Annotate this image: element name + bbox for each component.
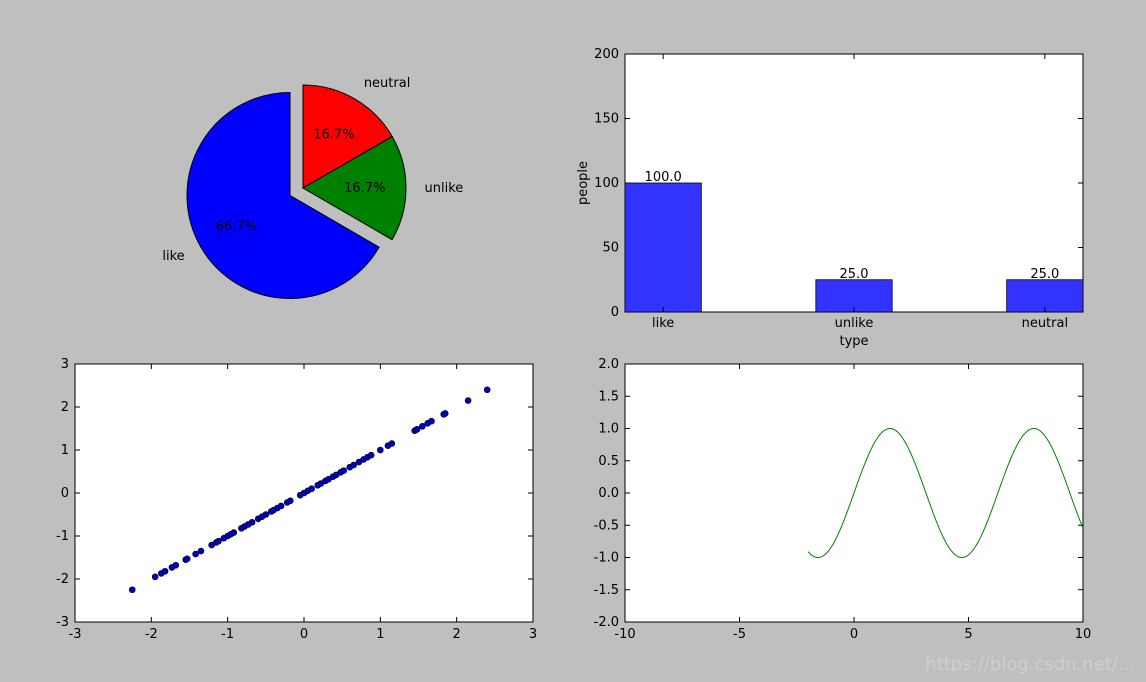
scatter-point (483, 386, 491, 394)
x-tick-label: unlike (835, 316, 874, 331)
y-tick-label: 0 (611, 305, 619, 320)
pie-slice-unlike (302, 135, 407, 241)
y-tick-label: 150 (594, 112, 619, 127)
y-tick-label: 3 (61, 357, 69, 372)
pie-slice-label: neutral (364, 76, 411, 91)
scatter-point (388, 440, 396, 447)
y-tick-label: 2.0 (598, 357, 619, 372)
scatter-point (377, 446, 384, 454)
line-series-sin (807, 427, 1084, 559)
x-tick-label: -10 (614, 627, 635, 642)
y-axis-label: people (576, 161, 591, 205)
x-tick-label: neutral (1022, 316, 1069, 331)
scatter-point (441, 410, 449, 417)
x-tick-label: 0 (850, 627, 858, 642)
scatter-point (172, 561, 180, 569)
pie-pct-label: 16.7% (313, 127, 354, 142)
x-tick-label: 10 (1075, 627, 1092, 642)
bar-unlike (815, 279, 893, 313)
scatter-point (464, 397, 472, 404)
y-tick-label: -2.0 (594, 615, 619, 630)
pie-pct-label: 16.7% (344, 181, 385, 196)
y-tick-label: -1 (56, 529, 69, 544)
scatter-point (277, 502, 285, 510)
bar-value-label: 25.0 (1030, 267, 1059, 282)
y-tick-label: 1.0 (598, 422, 619, 437)
y-tick-label: -0.5 (594, 518, 619, 533)
y-tick-label: -1.5 (594, 583, 619, 598)
bar-chart: 0 50 100 150 200 100.0 like 25.0 unlike 25.0 neutr… (576, 47, 1084, 349)
pie-slice-neutral (302, 84, 393, 189)
scatter-point (151, 573, 159, 581)
y-tick-label: 1 (61, 443, 69, 458)
x-tick-label: -1 (221, 627, 234, 642)
scatter-point (248, 518, 256, 526)
scatter-point (419, 423, 426, 430)
scatter-point (197, 547, 205, 555)
x-tick-label: 2 (453, 627, 461, 642)
x-tick-label: 5 (964, 627, 972, 642)
scatter-point (215, 537, 222, 545)
x-tick-label: 3 (529, 627, 537, 642)
y-tick-label: 0 (61, 486, 69, 501)
scatter-point (350, 461, 357, 469)
bar-value-label: 100.0 (645, 170, 682, 185)
x-tick-label: -5 (733, 627, 746, 642)
y-tick-label: 0.0 (598, 486, 619, 501)
y-tick-label: -1.0 (594, 551, 619, 566)
scatter-point (340, 467, 347, 474)
scatter-point (428, 417, 435, 425)
pie-slice-like (186, 91, 380, 299)
scatter-point (262, 511, 270, 518)
watermark: https://blog.csdn.net/... (925, 654, 1135, 675)
bar-like (624, 182, 702, 313)
scatter-point (161, 567, 169, 575)
scatter-point (183, 555, 191, 563)
x-axis-label: type (839, 334, 868, 349)
scatter-point (286, 497, 294, 505)
x-tick-label: 0 (300, 627, 308, 642)
scatter-point (308, 485, 315, 493)
scatter-point (230, 529, 238, 536)
y-tick-label: 2 (61, 400, 69, 415)
pie-slice-label: like (162, 249, 184, 264)
x-tick-label: -3 (69, 627, 82, 642)
y-tick-label: 100 (594, 176, 619, 191)
y-tick-label: -2 (56, 572, 69, 587)
y-tick-label: 1.5 (598, 389, 619, 404)
scatter-point (192, 550, 199, 558)
scatter-point (367, 451, 375, 459)
scatter-chart: -3 -2 -1 0 1 2 3 -3 -2 -1 0 1 2 3 (56, 357, 537, 642)
y-tick-label: -3 (56, 615, 69, 630)
scatter-point (413, 426, 421, 433)
y-tick-label: 200 (594, 47, 619, 62)
x-tick-label: 1 (376, 627, 384, 642)
bar-value-label: 25.0 (840, 267, 869, 282)
pie-slice-label: unlike (425, 181, 464, 196)
x-tick-label: -2 (145, 627, 158, 642)
pie-chart: 16.7% neutral 16.7% unlike 66.7% like (162, 76, 463, 299)
x-tick-label: like (652, 316, 674, 331)
line-chart: -2.0 -1.5 -1.0 -0.5 0.0 0.5 1.0 1.5 2.0 -10 -5 0 5 10 (594, 357, 1092, 642)
y-tick-label: 50 (602, 241, 619, 256)
pie-pct-label: 66.7% (216, 219, 257, 234)
scatter-point (128, 586, 136, 594)
y-tick-label: 0.5 (598, 454, 619, 469)
